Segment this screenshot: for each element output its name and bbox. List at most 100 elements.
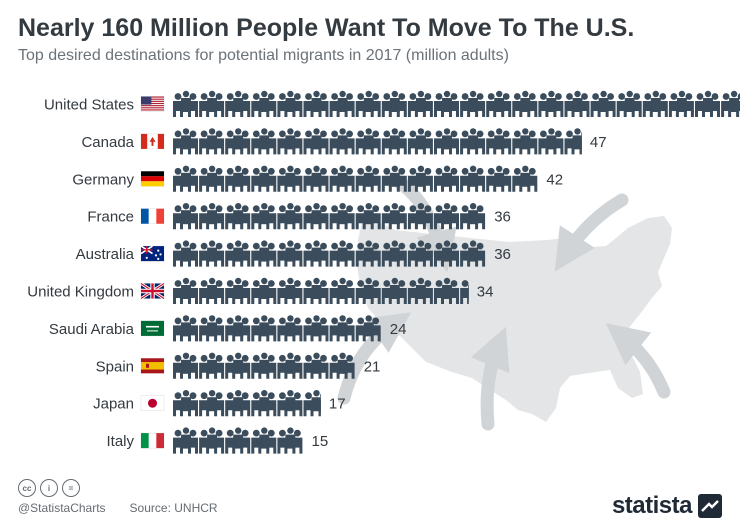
- person-group-icon: [173, 165, 198, 192]
- person-group-icon: [486, 165, 512, 192]
- person-group-icon: [277, 315, 303, 342]
- pictogram-bar: [173, 240, 486, 267]
- statista-logo-icon: [698, 494, 722, 518]
- person-group-icon: [512, 90, 538, 117]
- person-group-icon: [225, 390, 251, 417]
- flag-de-icon: [140, 171, 165, 187]
- no-derivatives-icon[interactable]: =: [62, 479, 80, 497]
- arrow-northeast: [554, 193, 629, 272]
- twitter-handle[interactable]: @StatistaCharts: [18, 501, 106, 515]
- person-group-icon: [460, 165, 486, 192]
- person-group-icon: [381, 240, 407, 267]
- person-group-icon: [460, 280, 469, 304]
- flag-gb-icon: [140, 282, 165, 300]
- person-group-icon: [564, 90, 590, 117]
- person-group-icon: [225, 240, 251, 267]
- flag-sa-icon: [140, 320, 165, 337]
- bar-row: United States158: [44, 90, 740, 117]
- bar-row: Australia 36: [76, 240, 511, 267]
- person-group-icon: [251, 203, 277, 230]
- value-label: 42: [546, 171, 563, 188]
- person-group-icon: [277, 128, 303, 155]
- person-group-icon: [460, 128, 486, 155]
- category-label: United States: [44, 97, 134, 114]
- person-group-icon: [355, 203, 381, 230]
- value-label: 17: [329, 396, 346, 413]
- person-group-icon: [303, 315, 329, 342]
- person-group-icon: [303, 352, 329, 379]
- person-group-icon: [277, 90, 303, 117]
- bar-row: Italy 15: [106, 427, 329, 454]
- person-group-icon: [225, 352, 251, 379]
- person-group-icon: [381, 128, 407, 155]
- category-label: Japan: [93, 396, 134, 413]
- value-label: 24: [390, 321, 407, 338]
- category-label: Australia: [76, 246, 135, 263]
- creative-commons-icon[interactable]: cc: [18, 479, 36, 497]
- person-group-icon: [434, 203, 459, 230]
- person-group-icon: [486, 128, 512, 155]
- value-label: 36: [494, 209, 511, 226]
- person-group-icon: [251, 90, 277, 117]
- person-group-icon: [251, 390, 277, 417]
- person-group-icon: [251, 128, 277, 155]
- person-group-icon: [199, 390, 225, 417]
- person-group-icon: [355, 315, 381, 342]
- bar-row: France 36: [87, 203, 511, 230]
- person-group-icon: [199, 165, 225, 192]
- person-group-icon: [173, 390, 198, 417]
- person-group-icon: [381, 90, 407, 117]
- category-label: Canada: [81, 134, 134, 151]
- person-group-icon: [329, 203, 355, 230]
- person-group-icon: [303, 240, 329, 267]
- person-group-icon: [303, 128, 329, 155]
- person-group-icon: [277, 203, 303, 230]
- bar-row: Saudi Arabia 24: [49, 315, 407, 342]
- arrow-south: [470, 326, 510, 431]
- bar-row: Japan 17: [93, 390, 346, 417]
- person-group-icon: [199, 90, 225, 117]
- person-group-icon: [225, 315, 251, 342]
- arrow-southwest: [337, 312, 412, 405]
- person-group-icon: [303, 165, 329, 192]
- person-group-icon: [434, 128, 459, 155]
- person-group-icon: [329, 165, 355, 192]
- value-label: 36: [494, 246, 511, 263]
- pictogram-bar: [173, 315, 381, 342]
- person-group-icon: [381, 277, 407, 304]
- person-group-icon: [695, 90, 720, 117]
- person-group-icon: [277, 240, 303, 267]
- footer-credits: cc i = @StatistaCharts Source: UNHCR: [18, 479, 218, 515]
- pictogram-bar: [173, 165, 538, 192]
- person-group-icon: [329, 90, 355, 117]
- category-label: Saudi Arabia: [49, 321, 135, 338]
- person-group-icon: [173, 427, 198, 454]
- flag-jp-icon: [140, 395, 165, 411]
- person-group-icon: [199, 315, 225, 342]
- person-group-icon: [407, 128, 433, 155]
- person-group-icon: [303, 203, 329, 230]
- person-group-icon: [329, 128, 355, 155]
- person-group-icon: [199, 128, 225, 155]
- person-group-icon: [251, 315, 277, 342]
- person-group-icon: [434, 165, 459, 192]
- attribution-icon[interactable]: i: [40, 479, 58, 497]
- person-group-icon: [381, 165, 407, 192]
- pictogram-bar: [173, 90, 740, 117]
- pictogram-bar: [173, 277, 469, 304]
- person-group-icon: [173, 240, 198, 267]
- person-group-icon: [225, 90, 251, 117]
- person-group-icon: [434, 240, 459, 267]
- statista-logo[interactable]: statista: [612, 492, 722, 520]
- person-group-icon: [173, 352, 198, 379]
- person-group-icon: [329, 240, 355, 267]
- person-group-icon: [616, 90, 642, 117]
- person-group-icon: [355, 277, 381, 304]
- person-group-icon: [277, 427, 303, 454]
- person-group-icon: [381, 203, 407, 230]
- chart-subtitle: Top desired destinations for potential m…: [18, 47, 509, 64]
- flag-us-icon: [140, 96, 165, 112]
- value-label: 15: [312, 433, 329, 450]
- bar-row: Germany 42: [72, 165, 563, 192]
